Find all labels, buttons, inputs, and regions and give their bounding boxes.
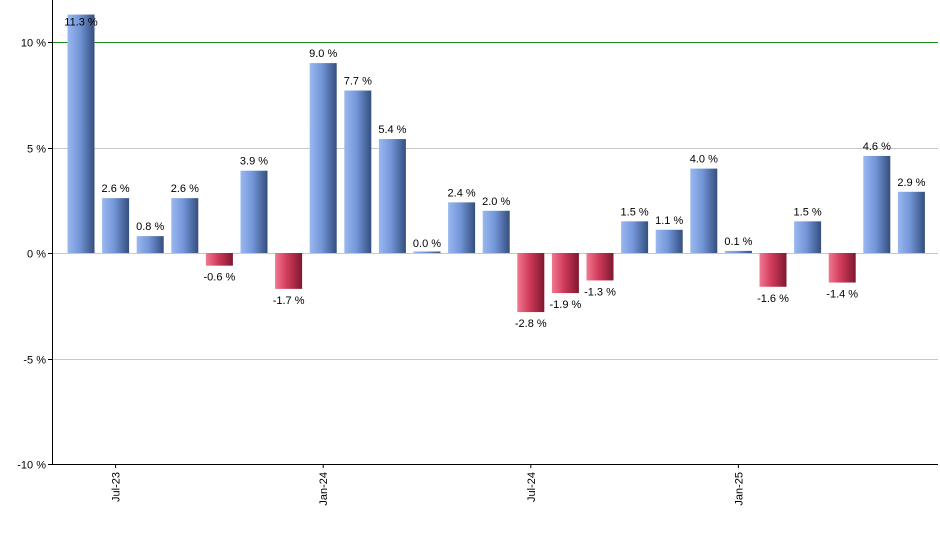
bar-value-label: 1.1 %	[655, 215, 683, 227]
bar-positive	[690, 168, 718, 253]
y-tick-label: 0 %	[27, 249, 46, 261]
bar-negative	[517, 253, 545, 313]
bar-value-label: -1.4 %	[826, 289, 858, 301]
bar-positive	[344, 90, 372, 253]
bar-negative	[759, 253, 787, 287]
bar-positive	[378, 139, 406, 253]
x-tick-label: Jan-24	[318, 472, 330, 506]
bar-value-label: -1.7 %	[273, 295, 305, 307]
bar-positive	[67, 14, 95, 253]
bar-value-label: 11.3 %	[64, 17, 98, 29]
bar-value-label: -0.6 %	[204, 272, 236, 284]
bar-value-label: 4.0 %	[690, 154, 718, 166]
bar-value-label: -1.3 %	[584, 286, 616, 298]
bar-value-label: -1.9 %	[550, 299, 582, 311]
bar-value-label: 3.9 %	[240, 156, 268, 168]
bar-value-label: -2.8 %	[515, 318, 547, 330]
bar-value-label: 2.0 %	[482, 196, 510, 208]
bar-positive	[863, 155, 891, 253]
bars-group	[67, 14, 925, 313]
bar-value-label: 9.0 %	[309, 48, 337, 60]
bar-negative	[586, 253, 614, 281]
bar-positive	[448, 202, 476, 253]
bar-positive	[482, 210, 510, 253]
bar-negative	[551, 253, 579, 294]
bar-positive	[794, 221, 822, 253]
bar-value-label: 2.6 %	[102, 183, 130, 195]
bar-negative	[275, 253, 303, 289]
bar-value-label: 0.1 %	[724, 236, 752, 248]
bar-value-label: 2.9 %	[897, 177, 925, 189]
x-tick-label: Jul-23	[111, 472, 123, 502]
bar-positive	[621, 221, 649, 253]
bar-positive	[724, 250, 752, 253]
bar-value-label: 2.6 %	[171, 183, 199, 195]
bar-value-label: 7.7 %	[344, 76, 372, 88]
bar-value-label: -1.6 %	[757, 293, 789, 305]
bar-value-label: 1.5 %	[794, 206, 822, 218]
y-tick-label: -5 %	[23, 355, 46, 367]
bar-value-label: 5.4 %	[378, 124, 406, 136]
bar-value-label: 2.4 %	[448, 187, 476, 199]
bar-positive	[240, 170, 268, 253]
bar-positive	[897, 191, 925, 253]
bar-value-label: 0.0 %	[413, 238, 441, 250]
bar-positive	[136, 236, 164, 253]
y-tick-label: 10 %	[21, 38, 46, 50]
bar-positive	[413, 251, 441, 253]
x-tick-label: Jan-25	[733, 472, 745, 506]
bar-positive	[102, 198, 130, 253]
grid-lines	[52, 148, 938, 360]
axes-group: 10 % 5 % 0 % -5 % -10 % Jul-23 Jan-24 Jul-24 Jan…	[17, 0, 938, 506]
bar-positive	[655, 229, 683, 253]
bar-value-label: 0.8 %	[136, 221, 164, 233]
bar-negative	[828, 253, 856, 283]
bar-value-label: 4.6 %	[863, 141, 891, 153]
data-labels-group: 11.3 % 2.6 % 0.8 % 2.6 % -0.6 % 3.9 % -1.7 % 9.…	[64, 17, 925, 331]
bar-positive	[171, 198, 199, 253]
bar-value-label: 1.5 %	[621, 206, 649, 218]
bar-negative	[205, 253, 233, 266]
bar-positive	[309, 63, 337, 253]
x-tick-label: Jul-24	[526, 472, 538, 502]
y-tick-label: -10 %	[17, 460, 46, 472]
y-tick-label: 5 %	[27, 144, 46, 156]
